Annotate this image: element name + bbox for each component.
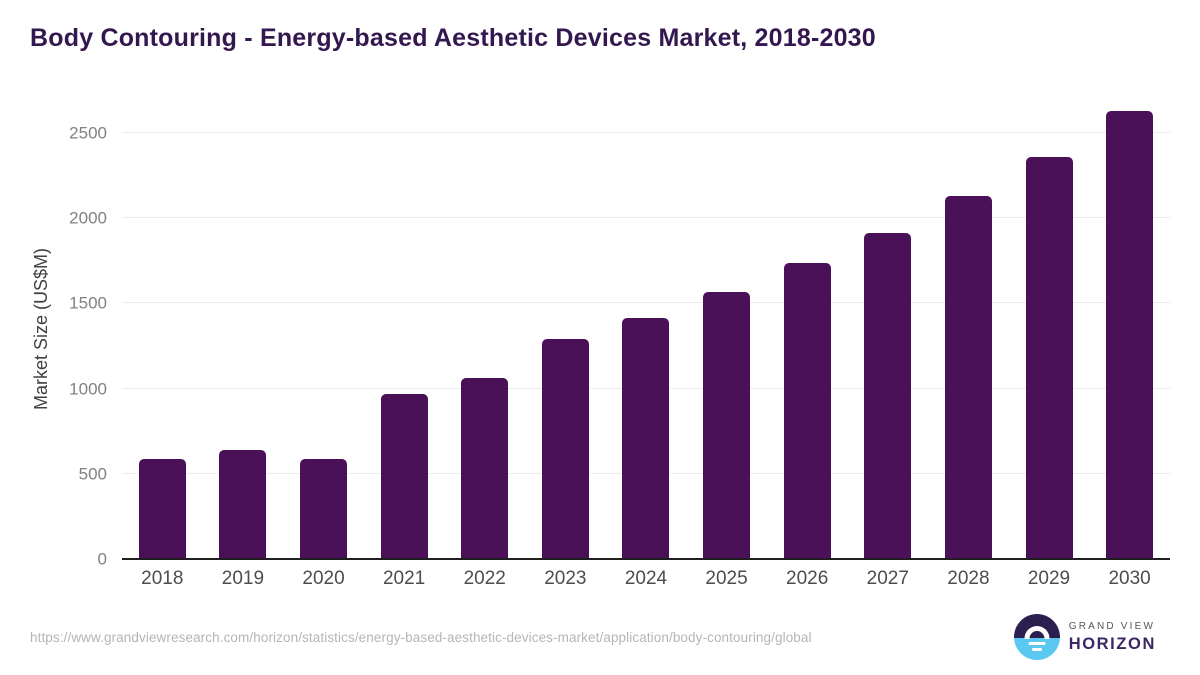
- bar-slot-2018: [122, 99, 203, 559]
- logo-text-horizon: HORIZON: [1068, 634, 1156, 653]
- x-tick-label-2027: 2027: [866, 568, 909, 589]
- gridline-1500: [122, 302, 1170, 304]
- bar-2025[interactable]: [703, 292, 751, 559]
- y-tick-label-2500: 2500: [69, 123, 107, 143]
- bar-2027[interactable]: [864, 232, 912, 559]
- plot-area: [122, 99, 1170, 560]
- y-axis-tick-labels: 0 500 1000 1500 2000 2500: [0, 99, 107, 568]
- gridline-2000: [122, 217, 1170, 219]
- bar-2019[interactable]: [219, 449, 267, 559]
- x-axis-line: [122, 558, 1170, 560]
- x-axis-tick-labels: 2018 2019 2020 2021 2022 2023 2024 2025 2026 2027…: [122, 566, 1170, 592]
- x-tick-label-2018: 2018: [141, 568, 184, 589]
- x-tick-label-2024: 2024: [624, 568, 668, 589]
- logo-text-grand-view: GRAND VIEW: [1068, 620, 1156, 632]
- x-tick-label-2021: 2021: [382, 568, 426, 589]
- bar-2020[interactable]: [300, 459, 348, 559]
- bar-slot-2024: [606, 99, 687, 559]
- bar-2022[interactable]: [461, 377, 509, 559]
- gridline-2500: [122, 132, 1170, 134]
- bar-2018[interactable]: [138, 459, 186, 559]
- x-tick-label-2020: 2020: [302, 568, 345, 589]
- y-tick-label-0: 0: [97, 549, 107, 569]
- bar-slot-2028: [928, 99, 1009, 559]
- y-tick-label-2000: 2000: [69, 208, 107, 228]
- bar-2021[interactable]: [380, 393, 428, 559]
- horizon-sun-logo-icon: [1013, 614, 1060, 660]
- y-tick-label-1500: 1500: [69, 293, 107, 313]
- bar-2028[interactable]: [944, 196, 992, 559]
- bar-2024[interactable]: [622, 317, 670, 559]
- bar-slot-2023: [525, 99, 606, 559]
- bar-slot-2020: [283, 99, 364, 559]
- x-tick-label-2023: 2023: [544, 568, 587, 589]
- x-tick-label-2019: 2019: [221, 568, 265, 589]
- x-tick-label-2029: 2029: [1027, 568, 1071, 589]
- x-tick-label-2025: 2025: [705, 568, 748, 589]
- bar-slot-2022: [444, 99, 525, 559]
- y-tick-label-500: 500: [78, 464, 107, 484]
- bar-slot-2029: [1009, 99, 1090, 559]
- bar-slot-2026: [767, 99, 848, 559]
- bar-2026[interactable]: [783, 263, 831, 559]
- bar-slot-2019: [203, 99, 284, 559]
- x-tick-label-2026: 2026: [786, 568, 829, 589]
- x-tick-label-2028: 2028: [947, 568, 990, 589]
- chart-title: Body Contouring - Energy-based Aesthetic…: [30, 24, 876, 52]
- x-tick-label-2022: 2022: [463, 568, 506, 589]
- logo-sun-arch: [1024, 626, 1050, 639]
- bar-slot-2027: [847, 99, 928, 559]
- x-tick-label-2030: 2030: [1108, 568, 1151, 589]
- source-url: https://www.grandviewresearch.com/horizo…: [30, 630, 812, 645]
- logo-reflection-line-2: [1031, 647, 1042, 651]
- bar-slot-2030: [1089, 99, 1170, 559]
- bar-slot-2021: [364, 99, 445, 559]
- bar-2030[interactable]: [1106, 110, 1154, 559]
- logo-text: GRAND VIEW HORIZON: [1069, 621, 1156, 654]
- y-tick-label-1000: 1000: [69, 379, 107, 399]
- bar-series: [122, 99, 1170, 559]
- bar-slot-2025: [686, 99, 767, 559]
- bar-2029[interactable]: [1025, 156, 1073, 559]
- grand-view-horizon-logo: GRAND VIEW HORIZON: [1013, 614, 1156, 660]
- logo-reflection-line-1: [1028, 641, 1046, 645]
- bar-2023[interactable]: [541, 339, 589, 559]
